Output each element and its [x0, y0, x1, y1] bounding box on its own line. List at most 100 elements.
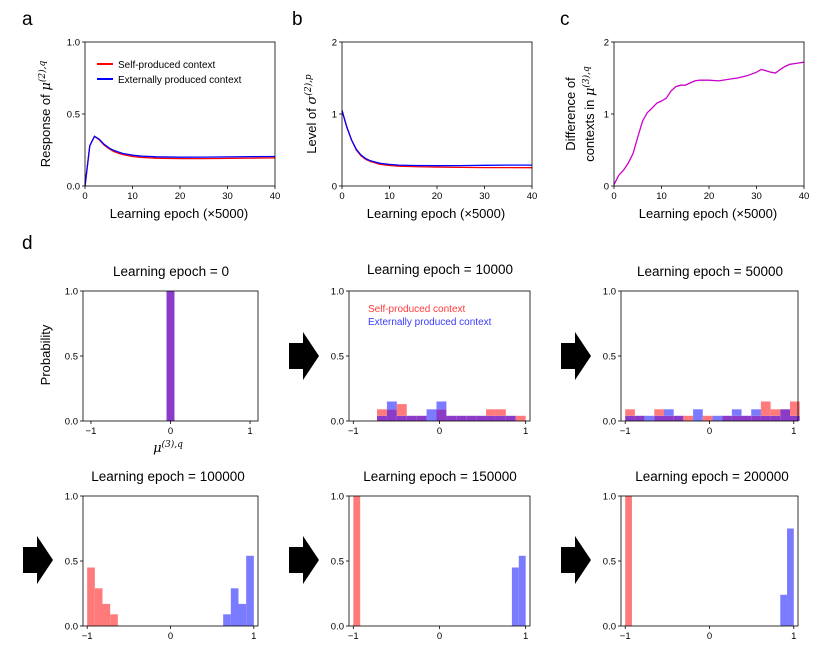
y-tick-label: 1.0 [331, 287, 344, 298]
x-tick-label: 1 [523, 631, 528, 642]
hist-bar-self [702, 415, 713, 421]
axes-frame [620, 495, 799, 627]
hist-bar-external [511, 567, 519, 626]
y-tick-label: 1.0 [331, 492, 344, 503]
y-tick-label: 0.0 [65, 622, 78, 633]
arrow-right-icon [289, 536, 319, 584]
axis-a-xlabel: Learning epoch (×5000) [110, 206, 248, 221]
hist-bar-overlap [673, 415, 684, 421]
hist-bar-self [625, 409, 635, 416]
chart-b: 0 10 20 30 40 0 1 2 [332, 38, 538, 203]
x-tick-label: 10 [384, 191, 395, 202]
hist-bar-overlap [634, 415, 645, 421]
hist-bar-overlap [495, 415, 506, 421]
y-tick-label: 0.0 [65, 417, 78, 428]
hist-bar-overlap [416, 415, 427, 421]
y-tick-label: 1.0 [603, 492, 616, 503]
hist-bar-self [654, 409, 664, 416]
y-tick-label: 1.0 [65, 287, 78, 298]
hist-bar-overlap [386, 409, 397, 421]
y-tick-label: 0.5 [331, 557, 344, 568]
chart-a: 0 10 20 30 40 0.0 0.5 1.0 [67, 38, 281, 203]
arrow-right-icon [289, 332, 319, 380]
x-tick-label: 0 [82, 191, 87, 202]
axis-a-ylabel: Response of μ(2),q [37, 61, 54, 168]
y-tick-label: 0 [332, 182, 337, 193]
hist-bar-overlap [436, 409, 447, 421]
hist-bar-external [712, 415, 723, 421]
hist-bar-external [663, 409, 674, 416]
x-tick-label: 20 [704, 191, 715, 202]
x-tick-label: 20 [432, 191, 443, 202]
hist-bar-self [486, 409, 496, 416]
chart-d3: −1 0 1 0.0 0.5 1.0 [65, 492, 259, 642]
hist-bar-overlap [751, 415, 761, 421]
x-tick-label: 30 [751, 191, 762, 202]
hist-bar-external [238, 603, 247, 626]
axis-b-ylabel: Level of σ(2),p [303, 74, 320, 154]
y-tick-label: 0 [604, 182, 609, 193]
x-tick-label: 40 [527, 191, 538, 202]
hist-bar-overlap [731, 415, 742, 421]
chart-c: 0 10 20 30 40 0 1 2 [604, 38, 810, 203]
hist-bar-overlap [466, 415, 477, 421]
axes-frame [341, 41, 533, 187]
hist-d0-xlabel: μ(3),q [153, 439, 183, 456]
x-tick-label: −1 [86, 426, 97, 437]
hist-bar-self [515, 415, 526, 421]
series-line-self [341, 110, 533, 169]
hist-bar-overlap [625, 415, 635, 421]
x-tick-label: 40 [799, 191, 810, 202]
hist-bar-overlap [654, 415, 664, 421]
chart-d0: −1 0 1 0.0 0.5 1.0 [65, 287, 259, 437]
chart-d4: −1 0 1 0.0 0.5 1.0 [331, 492, 531, 642]
x-tick-label: −1 [348, 631, 359, 642]
hist-d1-title: Learning epoch = 10000 [367, 262, 513, 277]
hist-bar-self [760, 401, 771, 416]
axes-frame [620, 290, 799, 422]
x-tick-label: 0 [707, 426, 712, 437]
x-tick-label: 1 [251, 631, 256, 642]
axes-frame [348, 495, 531, 627]
hist-d2-title: Learning epoch = 50000 [637, 264, 783, 279]
hist-bar-external [426, 409, 437, 421]
hist-bar-overlap [505, 415, 516, 421]
x-tick-label: 1 [791, 426, 796, 437]
hist-bar-overlap [396, 415, 407, 421]
x-tick-label: 0 [611, 191, 616, 202]
panel-label-b: b [292, 9, 303, 30]
hist-bar-external [644, 415, 655, 421]
y-tick-label: 0.0 [603, 622, 616, 633]
x-tick-label: 10 [127, 191, 138, 202]
y-tick-label: 1 [604, 110, 609, 121]
hist-bar-external [780, 594, 788, 626]
hist-bar-external [246, 555, 254, 626]
y-tick-label: 0.0 [331, 622, 344, 633]
axes-frame [613, 41, 805, 187]
series-line-self [84, 135, 276, 187]
hist-bar-external [518, 555, 526, 626]
hist-bar-self [789, 401, 800, 416]
y-tick-label: 0.5 [331, 352, 344, 363]
y-tick-label: 0.5 [603, 352, 616, 363]
x-tick-label: 10 [656, 191, 667, 202]
x-tick-label: −1 [620, 631, 631, 642]
legend-a-ext-label: Externally produced context [118, 75, 242, 86]
hist-d3-title: Learning epoch = 100000 [91, 469, 245, 484]
x-tick-label: 1 [791, 631, 796, 642]
panel-label-c: c [560, 9, 570, 30]
y-tick-label: 2 [604, 38, 609, 49]
hist-bar-self [625, 496, 632, 626]
hist-bar-external [731, 409, 742, 416]
hist-bar-self [87, 567, 95, 626]
hist-bar-overlap [486, 415, 496, 421]
panel-label-d: d [22, 233, 33, 254]
hist-bar-self [353, 496, 361, 626]
chart-d5: −1 0 1 0.0 0.5 1.0 [603, 492, 799, 642]
hist-bar-overlap [446, 415, 457, 421]
x-tick-label: 0 [168, 426, 173, 437]
y-tick-label: 1.0 [65, 492, 78, 503]
y-tick-label: 0.0 [331, 417, 344, 428]
hist-bar-overlap [789, 415, 800, 421]
axis-c-ylabel-line2: contexts in μ(3),q [581, 66, 598, 162]
